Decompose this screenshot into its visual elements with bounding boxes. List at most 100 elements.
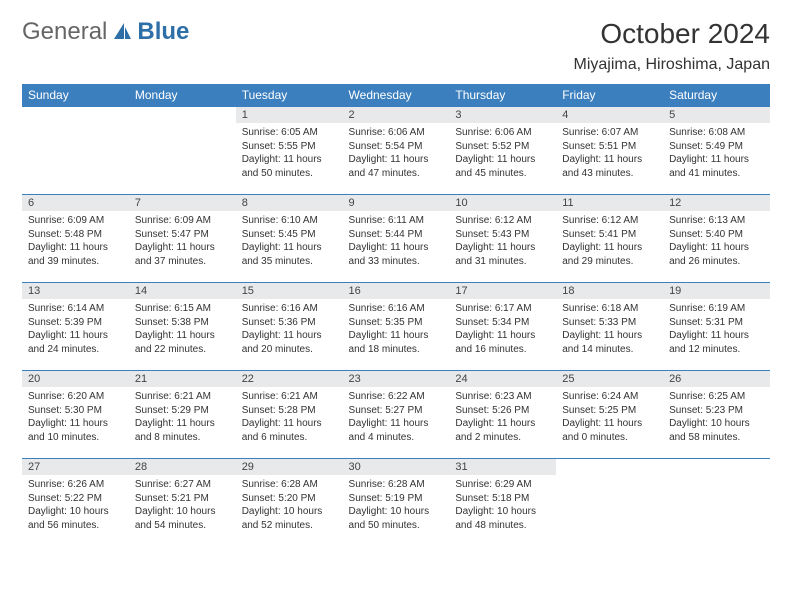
day-details: Sunrise: 6:09 AMSunset: 5:47 PMDaylight:… (129, 211, 236, 272)
sunrise-text: Sunrise: 6:05 AM (242, 126, 337, 140)
daylight-text: Daylight: 11 hours and 45 minutes. (455, 153, 550, 180)
daylight-text: Daylight: 11 hours and 12 minutes. (669, 329, 764, 356)
sunrise-text: Sunrise: 6:25 AM (669, 390, 764, 404)
day-number: 13 (22, 283, 129, 299)
sunset-text: Sunset: 5:51 PM (562, 140, 657, 154)
sunset-text: Sunset: 5:23 PM (669, 404, 764, 418)
day-number: 29 (236, 459, 343, 475)
day-number: 2 (343, 107, 450, 123)
daylight-text: Daylight: 10 hours and 58 minutes. (669, 417, 764, 444)
daylight-text: Daylight: 11 hours and 47 minutes. (349, 153, 444, 180)
calendar-cell: 3Sunrise: 6:06 AMSunset: 5:52 PMDaylight… (449, 107, 556, 195)
daylight-text: Daylight: 11 hours and 37 minutes. (135, 241, 230, 268)
day-number: 6 (22, 195, 129, 211)
day-details: Sunrise: 6:23 AMSunset: 5:26 PMDaylight:… (449, 387, 556, 448)
day-details: Sunrise: 6:21 AMSunset: 5:28 PMDaylight:… (236, 387, 343, 448)
day-details: Sunrise: 6:24 AMSunset: 5:25 PMDaylight:… (556, 387, 663, 448)
sunrise-text: Sunrise: 6:12 AM (562, 214, 657, 228)
brand-part1: General (22, 18, 107, 46)
daylight-text: Daylight: 11 hours and 50 minutes. (242, 153, 337, 180)
day-number: 16 (343, 283, 450, 299)
day-number: 27 (22, 459, 129, 475)
daylight-text: Daylight: 10 hours and 56 minutes. (28, 505, 123, 532)
daylight-text: Daylight: 11 hours and 35 minutes. (242, 241, 337, 268)
calendar-cell: 27Sunrise: 6:26 AMSunset: 5:22 PMDayligh… (22, 459, 129, 547)
sunrise-text: Sunrise: 6:21 AM (242, 390, 337, 404)
sunset-text: Sunset: 5:55 PM (242, 140, 337, 154)
brand-part2: Blue (137, 18, 189, 46)
calendar-cell: 13Sunrise: 6:14 AMSunset: 5:39 PMDayligh… (22, 283, 129, 371)
sunset-text: Sunset: 5:19 PM (349, 492, 444, 506)
calendar-cell: 29Sunrise: 6:28 AMSunset: 5:20 PMDayligh… (236, 459, 343, 547)
day-details: Sunrise: 6:09 AMSunset: 5:48 PMDaylight:… (22, 211, 129, 272)
weekday-header: Friday (556, 84, 663, 107)
day-details: Sunrise: 6:22 AMSunset: 5:27 PMDaylight:… (343, 387, 450, 448)
day-number: 20 (22, 371, 129, 387)
sunrise-text: Sunrise: 6:16 AM (349, 302, 444, 316)
day-details: Sunrise: 6:17 AMSunset: 5:34 PMDaylight:… (449, 299, 556, 360)
daylight-text: Daylight: 10 hours and 54 minutes. (135, 505, 230, 532)
day-details: Sunrise: 6:05 AMSunset: 5:55 PMDaylight:… (236, 123, 343, 184)
day-details: Sunrise: 6:10 AMSunset: 5:45 PMDaylight:… (236, 211, 343, 272)
sunset-text: Sunset: 5:33 PM (562, 316, 657, 330)
day-details: Sunrise: 6:11 AMSunset: 5:44 PMDaylight:… (343, 211, 450, 272)
day-details: Sunrise: 6:26 AMSunset: 5:22 PMDaylight:… (22, 475, 129, 536)
day-number: 12 (663, 195, 770, 211)
sunrise-text: Sunrise: 6:14 AM (28, 302, 123, 316)
day-number: 28 (129, 459, 236, 475)
sunset-text: Sunset: 5:22 PM (28, 492, 123, 506)
sunrise-text: Sunrise: 6:11 AM (349, 214, 444, 228)
daylight-text: Daylight: 10 hours and 50 minutes. (349, 505, 444, 532)
day-details: Sunrise: 6:20 AMSunset: 5:30 PMDaylight:… (22, 387, 129, 448)
day-number: 1 (236, 107, 343, 123)
weekday-header: Thursday (449, 84, 556, 107)
sunset-text: Sunset: 5:21 PM (135, 492, 230, 506)
sunrise-text: Sunrise: 6:15 AM (135, 302, 230, 316)
daylight-text: Daylight: 11 hours and 26 minutes. (669, 241, 764, 268)
sunset-text: Sunset: 5:49 PM (669, 140, 764, 154)
sunset-text: Sunset: 5:39 PM (28, 316, 123, 330)
day-number: 25 (556, 371, 663, 387)
calendar-cell: 30Sunrise: 6:28 AMSunset: 5:19 PMDayligh… (343, 459, 450, 547)
calendar-cell: 20Sunrise: 6:20 AMSunset: 5:30 PMDayligh… (22, 371, 129, 459)
calendar-row: 6Sunrise: 6:09 AMSunset: 5:48 PMDaylight… (22, 195, 770, 283)
sunrise-text: Sunrise: 6:08 AM (669, 126, 764, 140)
weekday-header: Saturday (663, 84, 770, 107)
month-title: October 2024 (573, 18, 770, 50)
brand-logo: General Blue (22, 18, 189, 46)
calendar-row: 13Sunrise: 6:14 AMSunset: 5:39 PMDayligh… (22, 283, 770, 371)
daylight-text: Daylight: 11 hours and 4 minutes. (349, 417, 444, 444)
daylight-text: Daylight: 10 hours and 52 minutes. (242, 505, 337, 532)
day-details: Sunrise: 6:12 AMSunset: 5:41 PMDaylight:… (556, 211, 663, 272)
calendar-cell: 1Sunrise: 6:05 AMSunset: 5:55 PMDaylight… (236, 107, 343, 195)
day-details: Sunrise: 6:14 AMSunset: 5:39 PMDaylight:… (22, 299, 129, 360)
sunrise-text: Sunrise: 6:10 AM (242, 214, 337, 228)
day-details: Sunrise: 6:28 AMSunset: 5:19 PMDaylight:… (343, 475, 450, 536)
sunset-text: Sunset: 5:20 PM (242, 492, 337, 506)
sunset-text: Sunset: 5:43 PM (455, 228, 550, 242)
sunrise-text: Sunrise: 6:16 AM (242, 302, 337, 316)
daylight-text: Daylight: 11 hours and 10 minutes. (28, 417, 123, 444)
daylight-text: Daylight: 11 hours and 39 minutes. (28, 241, 123, 268)
sunset-text: Sunset: 5:27 PM (349, 404, 444, 418)
header: General Blue October 2024 Miyajima, Hiro… (22, 18, 770, 74)
daylight-text: Daylight: 10 hours and 48 minutes. (455, 505, 550, 532)
day-number: 19 (663, 283, 770, 299)
sunrise-text: Sunrise: 6:06 AM (455, 126, 550, 140)
calendar-cell: 7Sunrise: 6:09 AMSunset: 5:47 PMDaylight… (129, 195, 236, 283)
calendar-cell: 26Sunrise: 6:25 AMSunset: 5:23 PMDayligh… (663, 371, 770, 459)
calendar-cell: 14Sunrise: 6:15 AMSunset: 5:38 PMDayligh… (129, 283, 236, 371)
sunset-text: Sunset: 5:38 PM (135, 316, 230, 330)
sunset-text: Sunset: 5:26 PM (455, 404, 550, 418)
weekday-header-row: Sunday Monday Tuesday Wednesday Thursday… (22, 84, 770, 107)
day-number: 22 (236, 371, 343, 387)
sunrise-text: Sunrise: 6:22 AM (349, 390, 444, 404)
calendar-cell: 6Sunrise: 6:09 AMSunset: 5:48 PMDaylight… (22, 195, 129, 283)
day-details: Sunrise: 6:28 AMSunset: 5:20 PMDaylight:… (236, 475, 343, 536)
calendar-cell: 15Sunrise: 6:16 AMSunset: 5:36 PMDayligh… (236, 283, 343, 371)
day-number: 9 (343, 195, 450, 211)
day-details: Sunrise: 6:08 AMSunset: 5:49 PMDaylight:… (663, 123, 770, 184)
sunrise-text: Sunrise: 6:13 AM (669, 214, 764, 228)
weekday-header: Wednesday (343, 84, 450, 107)
sunset-text: Sunset: 5:47 PM (135, 228, 230, 242)
